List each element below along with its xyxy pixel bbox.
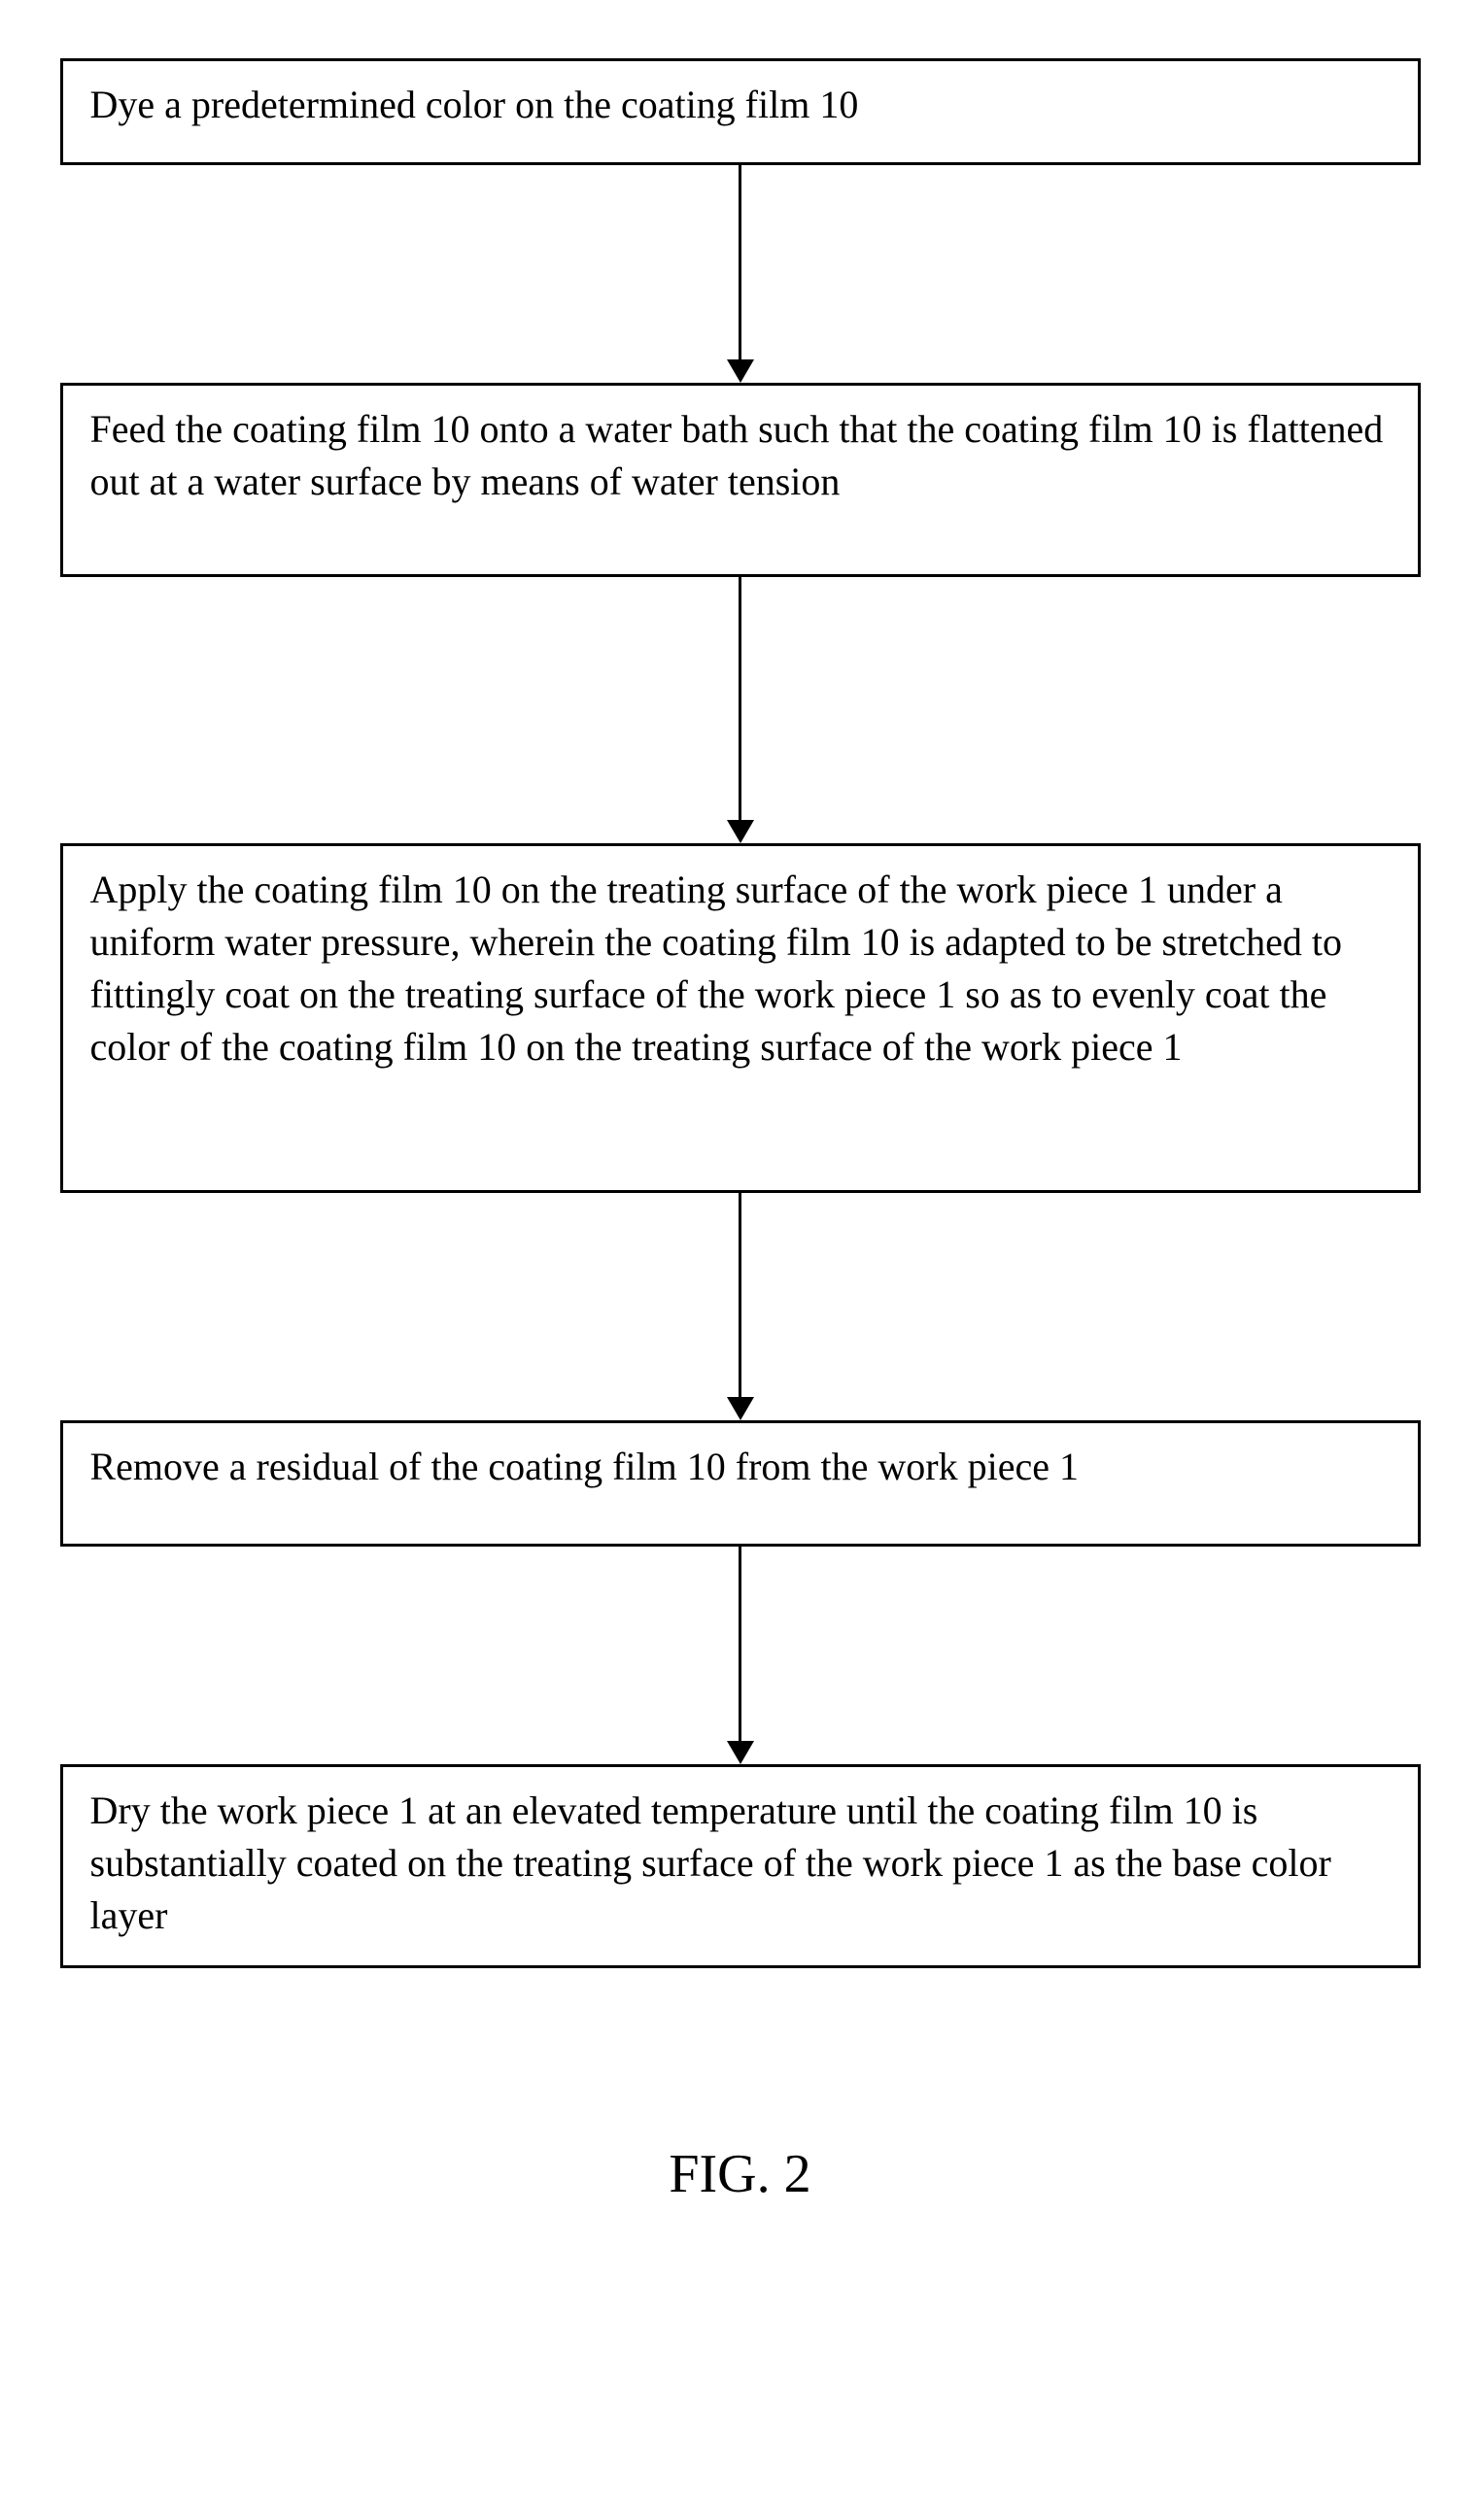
arrow-head-icon xyxy=(727,359,754,383)
flow-step-5: Dry the work piece 1 at an elevated temp… xyxy=(60,1764,1421,1968)
flow-step-1: Dye a predetermined color on the coating… xyxy=(60,58,1421,165)
flow-step-text: Dye a predetermined color on the coating… xyxy=(90,83,859,126)
flow-step-2: Feed the coating film 10 onto a water ba… xyxy=(60,383,1421,577)
flow-step-4: Remove a residual of the coating film 10… xyxy=(60,1420,1421,1547)
flowchart-container: Dye a predetermined color on the coating… xyxy=(60,58,1421,1968)
arrow-line xyxy=(739,577,741,820)
arrow-head-icon xyxy=(727,820,754,843)
flow-arrow-2 xyxy=(727,577,754,843)
flow-step-3: Apply the coating film 10 on the treatin… xyxy=(60,843,1421,1193)
flow-step-text: Feed the coating film 10 onto a water ba… xyxy=(90,407,1384,503)
flow-arrow-3 xyxy=(727,1193,754,1420)
arrow-line xyxy=(739,1547,741,1741)
figure-caption: FIG. 2 xyxy=(669,2143,810,2205)
arrow-line xyxy=(739,165,741,359)
flow-arrow-4 xyxy=(727,1547,754,1764)
flow-step-text: Dry the work piece 1 at an elevated temp… xyxy=(90,1788,1331,1937)
flow-step-text: Apply the coating film 10 on the treatin… xyxy=(90,868,1342,1069)
flow-arrow-1 xyxy=(727,165,754,383)
arrow-head-icon xyxy=(727,1741,754,1764)
caption-text: FIG. 2 xyxy=(669,2144,810,2204)
arrow-head-icon xyxy=(727,1397,754,1420)
flow-step-text: Remove a residual of the coating film 10… xyxy=(90,1445,1079,1488)
arrow-line xyxy=(739,1193,741,1397)
